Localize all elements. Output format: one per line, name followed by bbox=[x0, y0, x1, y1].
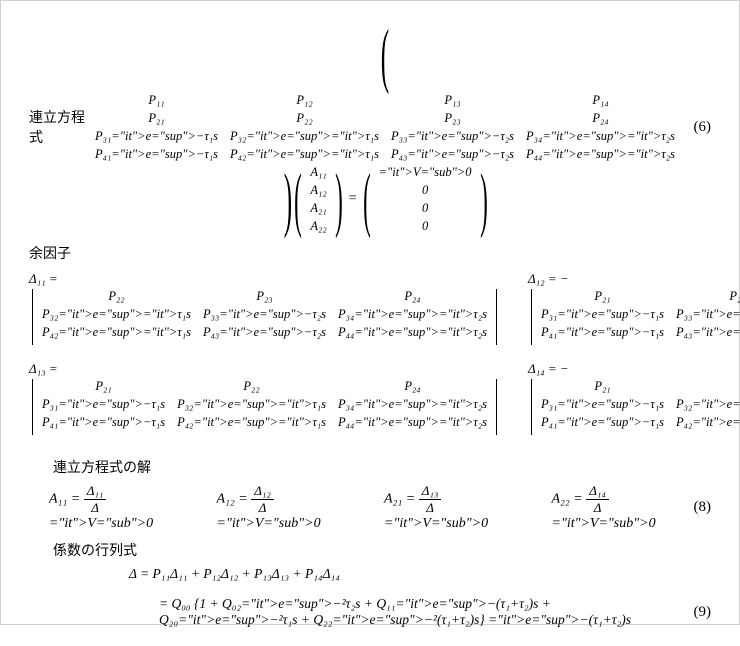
equation-7-row: Δ₁₁ = P₂₂P₂₃P₂₄ P₃₂="it">e="sup">="it">τ… bbox=[29, 267, 711, 443]
det-expand-line2: = Q₀₀ {1 + Q₀₂="it">e="sup">−²τ₂s + Q₁₁=… bbox=[49, 596, 681, 628]
cofactor-grid: Δ₁₁ = P₂₂P₂₃P₂₄ P₃₂="it">e="sup">="it">τ… bbox=[29, 267, 740, 443]
equation-9-block: Δ = P₁₁Δ₁₁ + P₁₂Δ₁₂ + P₁₃Δ₁₃ + P₁₄Δ₁₄ = … bbox=[29, 566, 711, 628]
eqnum-8: (8) bbox=[681, 499, 711, 516]
equation-6-row: 連立方程式 ( P₁₁P₁₂P₁₃P₁₄ P₂₁P₂₂P₂₃P₂₄ P₃₁="i… bbox=[29, 19, 711, 235]
det-expand-line1: Δ = P₁₁Δ₁₁ + P₁₂Δ₁₂ + P₁₃Δ₁₃ + P₁₄Δ₁₄ bbox=[29, 566, 711, 582]
equation-8-row: A₁₁ = Δ₁₁Δ ="it">V="sub">0 A₁₂ = Δ₁₂Δ ="… bbox=[29, 483, 711, 532]
vector-V: ="it">V="sub">0 0 0 0 bbox=[373, 163, 478, 235]
sol-a22: A₂₂ = Δ₁₄Δ ="it">V="sub">0 bbox=[552, 483, 682, 532]
sol-a21: A₂₁ = Δ₁₃Δ ="it">V="sub">0 bbox=[384, 483, 514, 532]
label-system: 連立方程式 bbox=[29, 107, 89, 147]
sol-a12: A₁₂ = Δ₁₂Δ ="it">V="sub">0 bbox=[217, 483, 347, 532]
eqnum-6: (6) bbox=[681, 119, 711, 136]
cofactor-d11: Δ₁₁ = P₂₂P₂₃P₂₄ P₃₂="it">e="sup">="it">τ… bbox=[29, 271, 500, 347]
matrix-equation: ( P₁₁P₁₂P₁₃P₁₄ P₂₁P₂₂P₂₃P₂₄ P₃₁="it">e="… bbox=[89, 19, 681, 235]
vector-A: A₁₁ A₁₂ A₂₁ A₂₂ bbox=[304, 163, 332, 235]
eqnum-9: (9) bbox=[681, 604, 711, 621]
matrix-P: P₁₁P₁₂P₁₃P₁₄ P₂₁P₂₂P₂₃P₂₄ P₃₁="it">e="su… bbox=[89, 91, 681, 163]
cofactor-d14: Δ₁₄ = − P₂₁P₂₂P₂₃ P₃₁="it">e="sup">−τ₁sP… bbox=[528, 361, 740, 437]
cofactor-d13: Δ₁₃ = P₂₁P₂₂P₂₄ P₃₁="it">e="sup">−τ₁sP₃₂… bbox=[29, 361, 500, 437]
label-solution: 連立方程式の解 bbox=[53, 461, 151, 476]
label-cofactor: 余因子 bbox=[29, 247, 71, 262]
cofactor-d12: Δ₁₂ = − P₂₁P₂₃P₂₄ P₃₁="it">e="sup">−τ₁sP… bbox=[528, 271, 740, 347]
sol-a11: A₁₁ = Δ₁₁Δ ="it">V="sub">0 bbox=[49, 483, 179, 532]
label-coefdet: 係数の行列式 bbox=[53, 544, 137, 559]
